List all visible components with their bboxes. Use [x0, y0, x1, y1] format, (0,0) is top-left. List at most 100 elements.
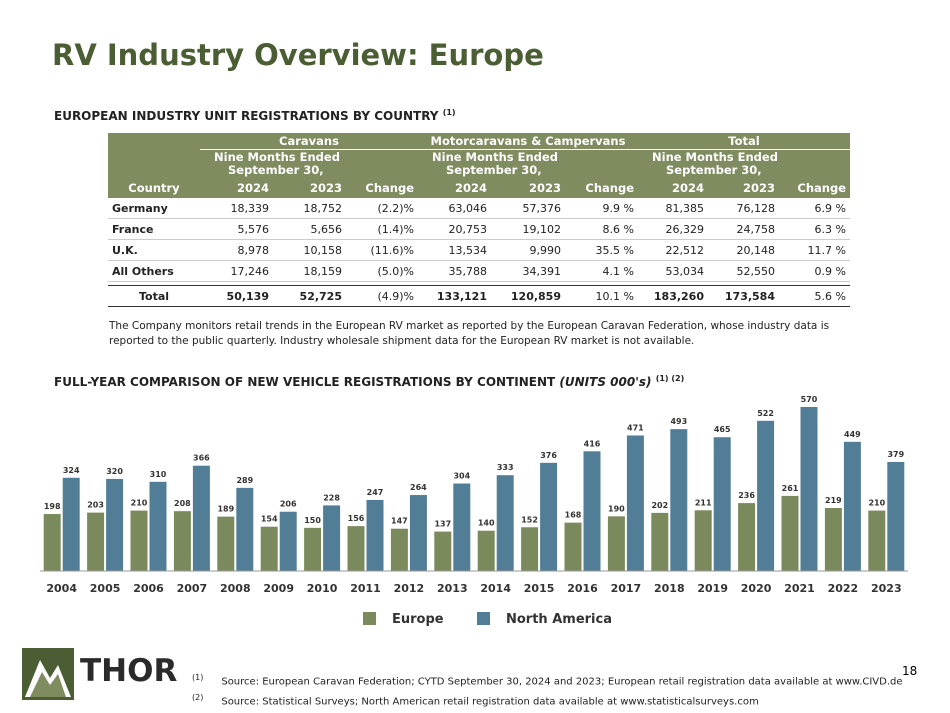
- value-label: 140: [478, 519, 495, 528]
- x-tick-label: 2021: [784, 582, 815, 595]
- blank: [108, 133, 200, 150]
- column-header: Change: [346, 178, 418, 198]
- value-label: 206: [280, 500, 297, 509]
- x-tick-label: 2022: [828, 582, 859, 595]
- chart-heading: FULL-YEAR COMPARISON OF NEW VEHICLE REGI…: [54, 374, 684, 389]
- column-row: Country 2024 2023 Change 2024 2023 Change 2024 2…: [108, 178, 850, 198]
- x-tick-label: 2015: [524, 582, 555, 595]
- x-tick-label: 2020: [741, 582, 772, 595]
- value-label: 210: [868, 499, 885, 508]
- bar: [800, 407, 818, 571]
- bar: [87, 512, 105, 571]
- table-row: U.K. 8,978 10,158 (11.6)% 13,534 9,990 35.5 % 2…: [108, 239, 850, 261]
- period-line: Nine Months Ended: [432, 150, 558, 164]
- bar: [824, 507, 842, 571]
- bar: [366, 499, 384, 571]
- cell: (11.6)%: [346, 239, 418, 261]
- bar: [583, 451, 601, 571]
- cell: 0.9 %: [779, 260, 850, 282]
- value-label: 137: [434, 520, 451, 529]
- value-label: 471: [627, 423, 644, 432]
- period-row: Nine Months Ended September 30, Nine Month…: [108, 149, 850, 178]
- chart-title: FULL-YEAR COMPARISON OF NEW VEHICLE REGI…: [54, 375, 556, 389]
- value-label: 236: [738, 491, 755, 500]
- bar: [757, 420, 775, 571]
- value-label: 570: [801, 395, 818, 404]
- cell: 6.9 %: [779, 198, 850, 219]
- cell: 53,034: [638, 260, 708, 282]
- cell: 10,158: [273, 239, 346, 261]
- period: Nine Months Ended September 30,: [638, 149, 850, 178]
- logo-mountain-inner: [30, 672, 66, 697]
- value-label: 168: [565, 511, 582, 520]
- column-header: 2024: [418, 178, 491, 198]
- value-label: 211: [695, 498, 712, 507]
- cell: All Others: [108, 260, 200, 282]
- column-header: 2023: [273, 178, 346, 198]
- value-label: 150: [304, 516, 321, 525]
- cell: 34,391: [491, 260, 565, 282]
- cell: 26,329: [638, 218, 708, 240]
- x-tick-label: 2008: [220, 582, 251, 595]
- cell: 173,584: [708, 285, 779, 307]
- bar: [130, 510, 148, 571]
- legend-label: Europe: [392, 612, 444, 627]
- bar: [260, 526, 278, 571]
- period-line: Nine Months Ended: [652, 150, 778, 164]
- value-label: 366: [193, 454, 210, 463]
- bar: [347, 526, 365, 571]
- value-label: 202: [651, 501, 668, 510]
- x-tick-label: 2023: [871, 582, 902, 595]
- period-line: September 30,: [446, 163, 542, 177]
- bar: [564, 522, 582, 571]
- bar: [453, 483, 471, 571]
- cell: 20,753: [418, 218, 491, 240]
- cell: 6.3 %: [779, 218, 850, 240]
- bar: [43, 514, 61, 571]
- x-tick-label: 2013: [437, 582, 468, 595]
- bar: [540, 462, 558, 571]
- value-label: 247: [367, 488, 384, 497]
- footnote-text: Source: European Caravan Federation; CYT…: [221, 676, 903, 688]
- cell: 35.5 %: [565, 239, 638, 261]
- value-label: 310: [150, 470, 167, 479]
- heading-text: EUROPEAN INDUSTRY UNIT REGISTRATIONS BY …: [54, 109, 439, 123]
- table-row: Germany 18,339 18,752 (2.2)% 63,046 57,376 9.9…: [108, 198, 850, 219]
- footnote-marker: (2): [192, 693, 204, 703]
- registrations-table: Caravans Motorcaravans & Campervans Total N…: [108, 133, 850, 307]
- cell: 50,139: [200, 285, 273, 307]
- value-label: 189: [217, 505, 234, 514]
- value-label: 289: [236, 476, 253, 485]
- table-row: France 5,576 5,656 (1.4)% 20,753 19,102 8.6 % 2…: [108, 218, 850, 240]
- column-header: Change: [779, 178, 850, 198]
- cell: 18,159: [273, 260, 346, 282]
- column-header: 2024: [200, 178, 273, 198]
- footnote-marker: (1): [192, 673, 204, 682]
- cell: 35,788: [418, 260, 491, 282]
- value-label: 264: [410, 483, 427, 492]
- bar: [434, 531, 452, 571]
- cell: 8.6 %: [565, 218, 638, 240]
- group-row: Caravans Motorcaravans & Campervans Total: [108, 133, 850, 150]
- x-tick-label: 2018: [654, 582, 685, 595]
- value-label: 465: [714, 425, 731, 434]
- x-tick-label: 2014: [480, 582, 511, 595]
- footnote-text: Source: Statistical Surveys; North Ameri…: [221, 696, 759, 708]
- bar: [149, 481, 167, 571]
- period-line: September 30,: [666, 163, 762, 177]
- x-tick-label: 2016: [567, 582, 598, 595]
- cell: (1.4)%: [346, 218, 418, 240]
- page-number: 18: [902, 664, 918, 678]
- column-header: 2024: [638, 178, 708, 198]
- section-heading: EUROPEAN INDUSTRY UNIT REGISTRATIONS BY …: [54, 108, 456, 123]
- x-tick-label: 2009: [263, 582, 294, 595]
- column-header: Change: [565, 178, 638, 198]
- bar: [521, 527, 539, 571]
- cell: (5.0)%: [346, 260, 418, 282]
- value-label: 210: [131, 499, 148, 508]
- table-row: Total 50,139 52,725 (4.9)% 133,121 120,859 10.…: [108, 285, 850, 307]
- bar: [390, 528, 408, 571]
- bar: [738, 503, 756, 571]
- value-label: 304: [453, 472, 470, 481]
